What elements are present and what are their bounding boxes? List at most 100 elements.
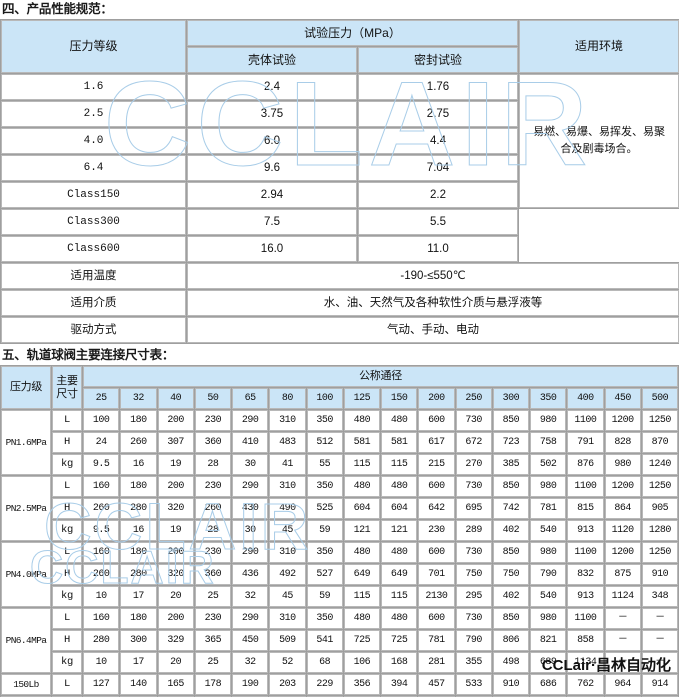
cell-dimension-value: 300 <box>120 630 157 651</box>
cell-dimension-value: 260 <box>120 432 157 453</box>
cell-dimension-value: 1200 <box>604 542 641 563</box>
cell-dimension-value: 864 <box>604 498 641 519</box>
cell-dimension-value: － <box>641 608 678 629</box>
cell-dimension-value: 310 <box>269 410 306 431</box>
cell-dimension-value: 604 <box>381 498 418 519</box>
cell-dimension-value: 168 <box>381 652 418 673</box>
cell-dimension-value: 581 <box>343 432 380 453</box>
header-nominal-diameter: 公称通径 <box>83 366 678 387</box>
cell-dimension-value: 115 <box>381 454 418 475</box>
cell-pressure-class-PN1.6MPa: PN1.6MPa <box>1 410 51 475</box>
cell-seal-test: 5.5 <box>358 209 518 235</box>
header-diameter-80: 80 <box>269 388 306 409</box>
cell-dimension-value: 480 <box>381 476 418 497</box>
cell-dimension-value: 100 <box>83 410 120 431</box>
cell-dimension-value: 30 <box>232 520 269 541</box>
header-test-pressure: 试验压力（MPa） <box>187 20 518 46</box>
header-diameter-450: 450 <box>604 388 641 409</box>
cell-dimension-value: 832 <box>567 564 604 585</box>
header-diameter-500: 500 <box>641 388 678 409</box>
cell-dimension-value: 280 <box>83 630 120 651</box>
header-diameter-125: 125 <box>343 388 380 409</box>
cell-dimension-value: － <box>604 608 641 629</box>
header-pressure-class: 压力级 <box>1 366 51 409</box>
cell-shell-test: 3.75 <box>187 101 357 127</box>
cell-dimension-value: 980 <box>530 410 567 431</box>
cell-dimension-value: 385 <box>492 454 529 475</box>
cell-dimension-value: 28 <box>194 520 231 541</box>
cell-dimension-value: － <box>641 652 678 673</box>
cell-dimension-value: 355 <box>455 652 492 673</box>
cell-pressure-class-PN4.0MPa: PN4.0MPa <box>1 542 51 607</box>
table-row: 150Lb L 127 140 165 178 190 203 229 356 394 457 533 9… <box>1 674 678 695</box>
cell-dimension-value: 32 <box>232 586 269 607</box>
cell-dimension-value: 1200 <box>604 410 641 431</box>
cell-dimension-value: 875 <box>604 564 641 585</box>
table-row: 1.6 2.4 1.76 易燃、易爆、易挥发、易聚合及剧毒场合。 <box>1 74 679 208</box>
cell-dimension-value: 750 <box>492 564 529 585</box>
header-diameter-65: 65 <box>232 388 269 409</box>
cell-dimension-value: 480 <box>343 410 380 431</box>
cell-pressure-class: 4.0 <box>1 128 186 154</box>
cell-dimension-value: 914 <box>641 674 678 695</box>
cell-dimension-value: 913 <box>567 586 604 607</box>
cell-dimension-symbol: L <box>52 410 82 431</box>
cell-dimension-value: 850 <box>492 608 529 629</box>
cell-dimension-value: 980 <box>530 542 567 563</box>
cell-pressure-class-150Lb: 150Lb <box>1 674 51 695</box>
cell-dimension-value: 457 <box>418 674 455 695</box>
cell-dimension-value: 59 <box>306 586 343 607</box>
cell-dimension-value: 178 <box>194 674 231 695</box>
cell-dimension-value: 280 <box>120 498 157 519</box>
cell-dimension-value: 450 <box>232 630 269 651</box>
dimension-table: 压力级 主要 尺寸 公称通径 25 32 40 50 65 80 100 125 150 200 250 30… <box>0 365 679 697</box>
cell-pressure-class: 1.6 <box>1 74 186 100</box>
cell-dimension-value: 870 <box>641 432 678 453</box>
table-row: PN1.6MPa L 100 180 200 230 290 310 350 480 480 600 7… <box>1 410 678 475</box>
cell-dimension-value: 260 <box>83 498 120 519</box>
cell-label-temperature: 适用温度 <box>1 263 186 289</box>
cell-dimension-value: 701 <box>418 564 455 585</box>
cell-dimension-value: 1240 <box>641 454 678 475</box>
table-row: 驱动方式 气动、手动、电动 <box>1 317 679 343</box>
cell-dimension-value: 581 <box>381 432 418 453</box>
cell-dimension-value: 350 <box>306 608 343 629</box>
cell-dimension-value: 230 <box>194 476 231 497</box>
cell-seal-test: 4.4 <box>358 128 518 154</box>
cell-dimension-value: 260 <box>83 564 120 585</box>
cell-dimension-value: 16 <box>120 520 157 541</box>
cell-dimension-value: 307 <box>157 432 194 453</box>
header-diameter-300: 300 <box>492 388 529 409</box>
cell-value-temperature: -190-≤550℃ <box>187 263 679 289</box>
cell-dimension-value: 905 <box>641 498 678 519</box>
cell-dimension-value: 281 <box>418 652 455 673</box>
cell-dimension-value: 230 <box>194 410 231 431</box>
section-heading-dimension-table: 五、轨道球阀主要连接尺寸表： <box>2 348 175 362</box>
product-spec-table: 压力等级 试验压力（MPa） 适用环境 壳体试验 密封试验 1.6 2.4 1.… <box>0 19 679 344</box>
cell-dimension-value: 365 <box>194 630 231 651</box>
cell-dimension-value: 290 <box>232 542 269 563</box>
cell-dimension-value: 850 <box>492 476 529 497</box>
table-row: 4.0 6.0 4.4 <box>1 128 679 154</box>
cell-environment: 易燃、易爆、易挥发、易聚合及剧毒场合。 <box>519 74 679 208</box>
header-environment: 适用环境 <box>519 20 679 73</box>
cell-dimension-value: 17 <box>120 586 157 607</box>
cell-dimension-value: 600 <box>418 542 455 563</box>
cell-dimension-value: 758 <box>530 432 567 453</box>
cell-dimension-value: 1100 <box>567 476 604 497</box>
cell-dimension-value: 310 <box>269 608 306 629</box>
cell-dimension-value: 850 <box>492 410 529 431</box>
cell-dimension-value: 106 <box>343 652 380 673</box>
table-row: PN2.5MPa L 160 180 200 230 290 310 350 480 480 600 7… <box>1 476 678 541</box>
cell-dimension-value: 360 <box>194 432 231 453</box>
header-main-dimension: 主要 尺寸 <box>52 366 82 409</box>
cell-dimension-value: 964 <box>604 674 641 695</box>
cell-dimension-value: 160 <box>83 608 120 629</box>
cell-dimension-value: 821 <box>530 630 567 651</box>
cell-dimension-value: 430 <box>232 498 269 519</box>
cell-dimension-symbol: L <box>52 542 82 563</box>
table-row: Class150 2.94 2.2 <box>1 182 679 208</box>
header-diameter-200: 200 <box>418 388 455 409</box>
cell-shell-test: 9.6 <box>187 155 357 181</box>
